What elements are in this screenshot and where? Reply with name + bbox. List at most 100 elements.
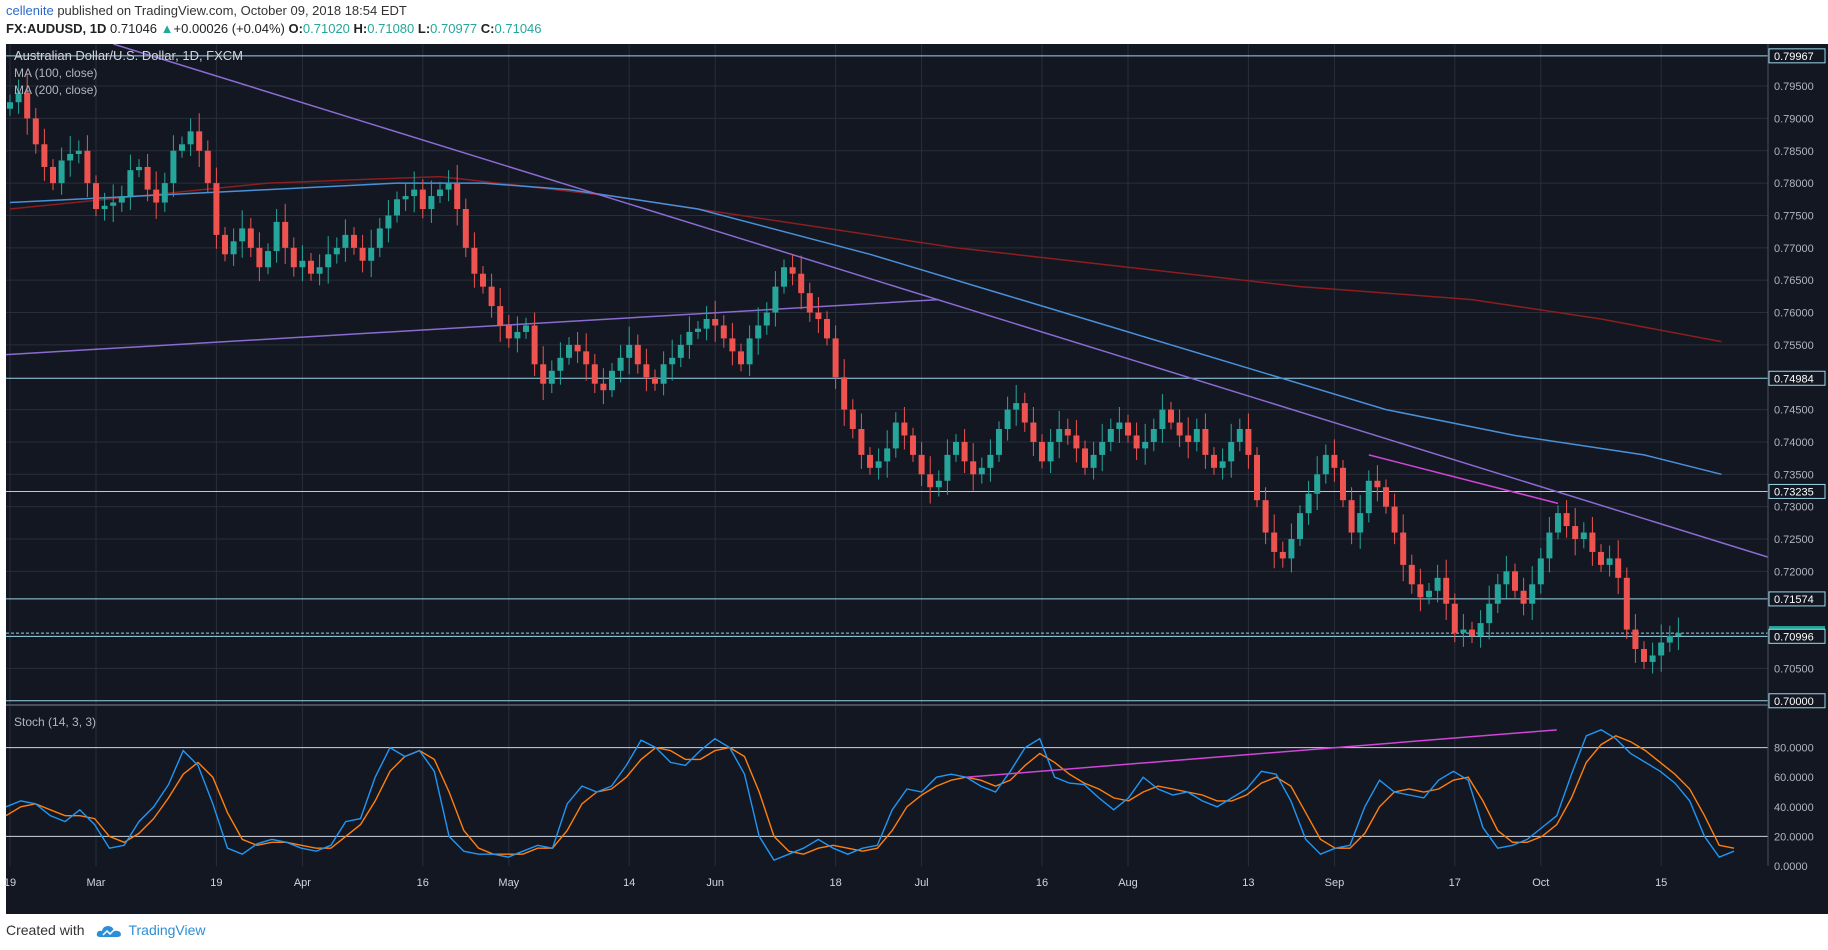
candle-body: [591, 364, 598, 384]
candle-body: [1615, 558, 1622, 578]
price-tick-label: 0.72000: [1774, 566, 1814, 578]
candle-body: [1477, 623, 1484, 637]
price-level-label: 0.79967: [1774, 51, 1814, 63]
candle-body: [1520, 590, 1527, 604]
stochastic-oscillator: [5, 729, 1768, 861]
candle-body: [1004, 409, 1011, 429]
low-label: L:: [417, 21, 431, 36]
candle-body: [196, 131, 203, 151]
candle-body: [1254, 454, 1260, 501]
price-tick-label: 0.72500: [1774, 534, 1814, 546]
candle-body: [24, 92, 31, 119]
legend-stoch[interactable]: Stoch (14, 3, 3): [14, 715, 96, 729]
candle-body: [953, 441, 959, 455]
candle-body: [1142, 441, 1149, 449]
price-tick-label: 0.79500: [1774, 81, 1814, 93]
candle-body: [781, 267, 787, 287]
candle-body: [746, 338, 753, 365]
candle-body: [1623, 577, 1630, 630]
candle-body: [273, 221, 280, 252]
candle-body: [1546, 532, 1553, 559]
price-level-label: 0.70000: [1774, 696, 1814, 708]
candle-body: [815, 312, 822, 319]
close-value: 0.71046: [494, 21, 542, 36]
candle-body: [978, 467, 985, 475]
ohlc-line: FX:AUDUSD, 1D 0.71046 ▲+0.00026 (+0.04%)…: [6, 21, 542, 36]
candle-body: [677, 344, 684, 358]
candle-body: [75, 150, 82, 154]
candle-body: [1555, 513, 1561, 533]
time-tick-label: 16: [1036, 877, 1048, 889]
candle-body: [935, 480, 942, 488]
candle-body: [858, 429, 865, 455]
candle-body: [892, 422, 899, 449]
time-tick-label: Apr: [294, 877, 311, 889]
stoch-d-line: [5, 735, 1735, 855]
candle-body: [1374, 480, 1381, 488]
candle-body: [445, 183, 452, 190]
candle-body: [514, 331, 521, 339]
tradingview-cloud-icon: [97, 926, 122, 938]
tradingview-brand-link[interactable]: TradingView: [128, 922, 206, 938]
candle-body: [1443, 577, 1450, 604]
candle-body: [686, 331, 693, 345]
candle-body: [299, 260, 306, 268]
price-level-badge: [1768, 591, 1826, 607]
candle-body: [531, 325, 538, 365]
candle-body: [609, 370, 615, 391]
legend-ma100[interactable]: MA (100, close): [14, 66, 97, 80]
price-tick-label: 0.77000: [1774, 243, 1814, 255]
candle-body: [1159, 409, 1166, 429]
candle-body: [669, 357, 676, 365]
candle-body: [170, 150, 177, 184]
downtrend-line: [112, 43, 1769, 558]
price-chart-svg[interactable]: 0.79500 0.79000 0.78500 0.78000 0.77500 0.770…: [0, 43, 1828, 914]
candle-body: [1408, 564, 1415, 585]
last-price: 0.71046: [110, 21, 158, 36]
candle-body: [1580, 532, 1587, 539]
candle-body: [359, 247, 366, 261]
published-text: published on TradingView.com, October 09…: [53, 3, 407, 18]
candle-body: [540, 364, 547, 384]
stoch-tick-label: 60.0000: [1774, 772, 1814, 784]
candle-body: [867, 454, 873, 468]
time-tick-label: Sep: [1325, 877, 1345, 889]
publisher-username[interactable]: cellenite: [6, 3, 54, 18]
candle-body: [1039, 441, 1045, 462]
time-axis[interactable]: 19 Mar 19 Apr 16 May 14 Jun 18 Jul 16 Aug 13 Sep 17 Oct…: [4, 877, 1667, 889]
candle-body: [1228, 441, 1235, 462]
candle-body: [394, 199, 400, 216]
close-label: C:: [480, 21, 495, 36]
legend-title: Australian Dollar/U.S. Dollar, 1D, FXCM: [14, 48, 243, 63]
candle-body: [239, 228, 246, 242]
candle-body: [1426, 590, 1432, 598]
candle-body: [1219, 461, 1226, 468]
candle-body: [385, 215, 392, 229]
grid-lines: [6, 44, 1768, 866]
candle-body: [1451, 603, 1458, 633]
stoch-k-line: [5, 729, 1735, 861]
candle-body: [1056, 429, 1063, 442]
candle-body: [187, 131, 194, 145]
price-tick-label: 0.75500: [1774, 340, 1814, 352]
candle-body: [488, 286, 495, 307]
price-level-badge: [1768, 693, 1826, 709]
legend-ma200[interactable]: MA (200, close): [14, 83, 97, 97]
price-divergence-line: [1368, 454, 1559, 505]
candle-body: [961, 441, 968, 462]
open-label: O:: [288, 21, 303, 36]
price-axis[interactable]: 0.79500 0.79000 0.78500 0.78000 0.77500 0.770…: [1768, 48, 1826, 709]
chart-area[interactable]: 0.79500 0.79000 0.78500 0.78000 0.77500 0.770…: [0, 43, 1828, 914]
candle-body: [376, 228, 383, 248]
stoch-tick-label: 0.0000: [1774, 861, 1808, 873]
price-tick-label: 0.74500: [1774, 405, 1814, 417]
candle-body: [1666, 636, 1673, 643]
candle-body: [832, 338, 839, 378]
time-tick-label: 13: [1242, 877, 1254, 889]
candle-body: [153, 189, 160, 203]
low-value: 0.70977: [430, 21, 478, 36]
stoch-axis[interactable]: 80.0000 60.0000 40.0000 20.0000 0.0000: [1774, 743, 1814, 873]
candle-body: [118, 196, 125, 203]
candle-body: [282, 221, 289, 248]
candle-body: [1486, 603, 1493, 624]
